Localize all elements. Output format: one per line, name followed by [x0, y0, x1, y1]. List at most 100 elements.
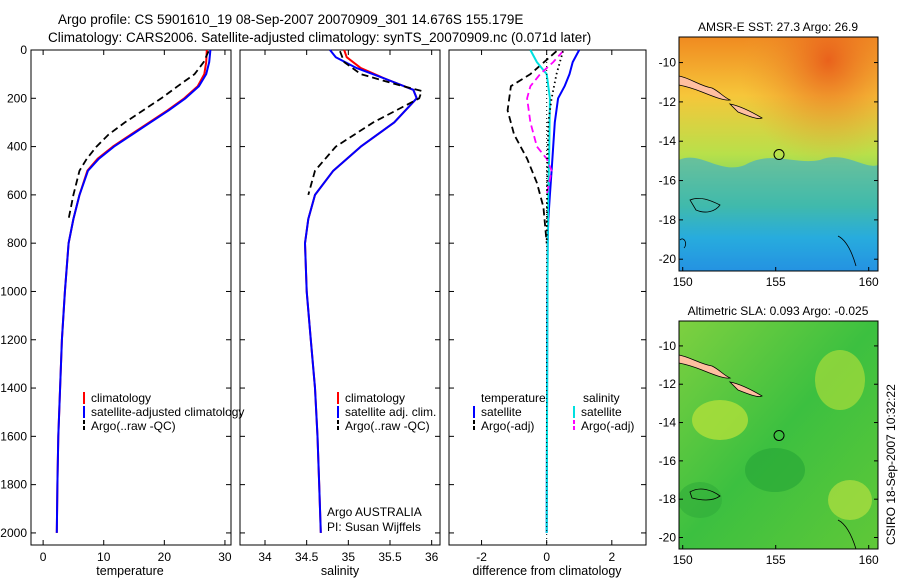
map-x-tick-label: 160 — [859, 553, 879, 567]
x-tick-label: 35.5 — [378, 550, 402, 564]
difference-panel: -2 0 2 difference from climatology tempera… — [448, 49, 647, 578]
y-tick-label: 600 — [7, 188, 27, 202]
map-y-tick-label: -20 — [659, 252, 677, 266]
legend-label-sal-satellite: satellite — [581, 405, 622, 419]
sla-map-panel: Altimetric SLA: 0.093 Argo: -0.025 -10 -1… — [659, 304, 879, 567]
map-x-tick-label: 150 — [673, 553, 693, 567]
y-tick-label: 2000 — [0, 526, 27, 540]
y-tick-label: 1600 — [0, 429, 27, 443]
pi-annotation: PI: Susan Wijffels — [327, 520, 421, 534]
series-line-difference-2 — [529, 49, 551, 533]
sst-map-panel: AMSR-E SST: 27.3 Argo: 26.9 -10 -12 -14 -16… — [659, 20, 879, 289]
map-y-tick-label: -20 — [659, 531, 677, 545]
series-line-temperature-1 — [55, 49, 212, 533]
legend-label-temp-satellite: satellite — [481, 405, 522, 419]
sla-map-title: Altimetric SLA: 0.093 Argo: -0.025 — [688, 304, 869, 318]
y-tick-label: 400 — [7, 140, 27, 154]
map-y-tick-label: -12 — [659, 377, 677, 391]
legend-label-argo: Argo(..raw -QC) — [91, 419, 176, 433]
temperature-y-ticks: 0 200 400 600 800 1000 1200 1400 1600 1800 2000 — [0, 43, 231, 540]
map-x-tick-label: 155 — [766, 553, 786, 567]
salinity-plot-frame — [239, 49, 441, 546]
map-y-tick-label: -18 — [659, 213, 677, 227]
y-tick-label: 800 — [7, 236, 27, 250]
series-line-salinity-1 — [304, 49, 418, 533]
solomon-islands-landmass — [728, 381, 763, 397]
series-line-temperature-0 — [55, 49, 208, 533]
x-tick-label: 30 — [218, 550, 232, 564]
series-line-salinity-0 — [304, 49, 418, 533]
salinity-left-ticks — [240, 49, 440, 534]
sst-map-y-ticks: -10 -12 -14 -16 -18 -20 — [659, 56, 878, 266]
temperature-x-ticks: 0 10 20 30 — [40, 50, 232, 564]
x-tick-label: 0 — [543, 550, 550, 564]
x-tick-label: 2 — [608, 550, 615, 564]
series-line-salinity-2 — [307, 50, 423, 196]
series-line-difference-3 — [526, 50, 564, 196]
legend-group-salinity: salinity — [583, 391, 620, 405]
y-tick-label: 1400 — [0, 381, 27, 395]
legend-label-climatology: climatology — [91, 391, 151, 405]
x-tick-label: 10 — [97, 550, 111, 564]
temperature-series — [55, 49, 212, 533]
temperature-panel: 0 200 400 600 800 1000 1200 1400 1600 1800 2000 0 1… — [0, 43, 244, 578]
sla-map-low-patch — [679, 482, 722, 518]
difference-plot-frame — [448, 49, 647, 546]
y-tick-label: 0 — [20, 43, 27, 57]
x-tick-label: 34 — [258, 550, 272, 564]
sla-map-field — [679, 321, 878, 549]
series-line-difference-0 — [545, 49, 581, 533]
sla-map-low-patch — [745, 448, 805, 492]
y-tick-label: 1200 — [0, 333, 27, 347]
sla-map-x-ticks: 150 155 160 — [673, 545, 879, 567]
reef-contour — [689, 488, 857, 549]
sla-map-frame — [678, 320, 879, 550]
argo-australia-annotation: Argo AUSTRALIA — [327, 505, 422, 519]
legend-label-sal-argo: Argo(-adj) — [581, 419, 634, 433]
y-tick-label: 200 — [7, 91, 27, 105]
map-y-tick-label: -16 — [659, 454, 677, 468]
sla-map-high-patch — [692, 400, 748, 440]
new-guinea-landmass — [679, 354, 732, 379]
sla-map-high-patch — [815, 350, 865, 410]
map-y-tick-label: -14 — [659, 416, 677, 430]
series-line-temperature-2 — [67, 50, 210, 220]
x-tick-label: 34.5 — [295, 550, 319, 564]
difference-legend: temperature salinity satellite Argo(-adj… — [473, 391, 634, 433]
difference-series — [506, 49, 581, 545]
sst-map-frame — [678, 36, 879, 272]
sst-map-title: AMSR-E SST: 27.3 Argo: 26.9 — [698, 20, 858, 34]
csiro-credit: CSIRO 18-Sep-2007 10:32:22 — [884, 384, 898, 545]
salinity-series — [304, 49, 423, 533]
map-y-tick-label: -10 — [659, 339, 677, 353]
map-y-tick-label: -18 — [659, 492, 677, 506]
sst-map-profile-marker — [773, 149, 785, 161]
legend-group-temperature: temperature — [481, 391, 546, 405]
sst-map-cool-tongue — [679, 157, 878, 271]
map-y-tick-label: -14 — [659, 134, 677, 148]
solomon-islands-landmass — [728, 103, 763, 119]
legend-label-climatology: climatology — [345, 391, 405, 405]
legend-label-temp-argo: Argo(-adj) — [481, 419, 534, 433]
salinity-x-axis-label: salinity — [321, 564, 360, 578]
difference-left-ticks — [449, 49, 646, 534]
x-tick-label: 20 — [158, 550, 172, 564]
figure-title-line1: Argo profile: CS 5901610_19 08-Sep-2007 … — [58, 12, 523, 27]
salinity-legend: climatology satellite adj. clim. Argo(..… — [337, 391, 436, 433]
x-tick-label: 0 — [40, 550, 47, 564]
y-tick-label: 1000 — [0, 284, 27, 298]
map-x-tick-label: 160 — [859, 275, 879, 289]
temperature-plot-frame — [30, 49, 232, 546]
new-guinea-landmass — [679, 75, 732, 101]
figure-title-line2: Climatology: CARS2006. Satellite-adjuste… — [48, 30, 591, 45]
legend-label-satellite: satellite adj. clim. — [345, 405, 436, 419]
salinity-x-ticks: 34 34.5 35 35.5 36 — [258, 50, 439, 564]
y-tick-label: 1800 — [0, 478, 27, 492]
map-y-tick-label: -12 — [659, 95, 677, 109]
series-line-difference-1 — [506, 50, 558, 244]
legend-label-argo: Argo(..raw -QC) — [345, 419, 430, 433]
sla-map-profile-marker — [773, 429, 785, 441]
temperature-legend: climatology satellite-adjusted climatolo… — [83, 391, 244, 433]
sst-map-field — [679, 37, 878, 271]
